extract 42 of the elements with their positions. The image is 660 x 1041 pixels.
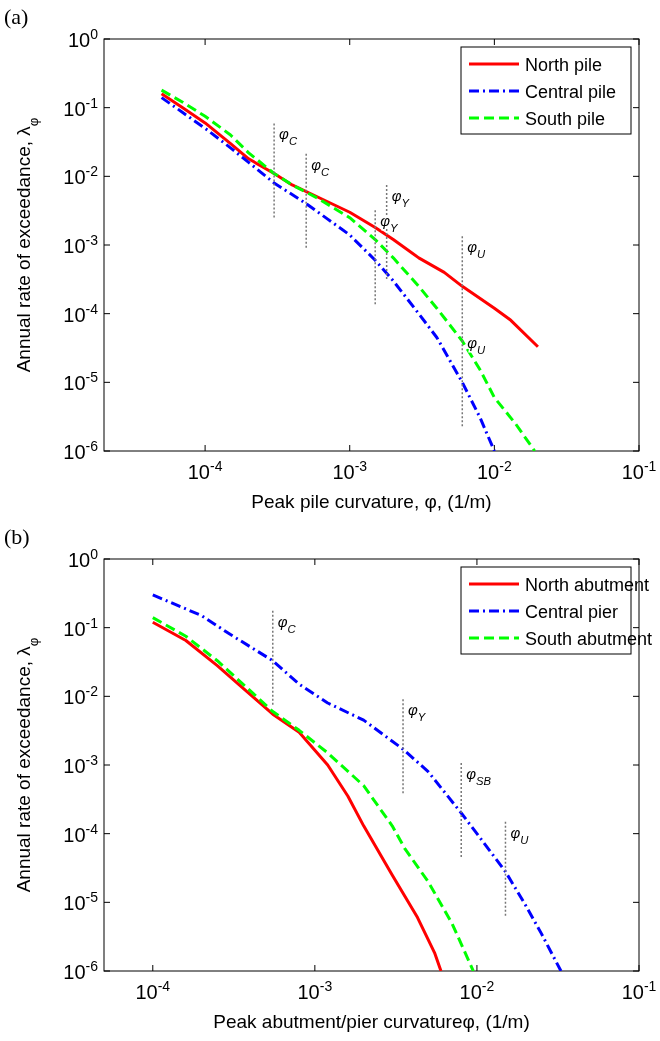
legend-label: Central pier <box>525 602 619 622</box>
annotation: φ$_{U}$ <box>467 238 487 261</box>
annotation: φ$_{Y}$ <box>408 701 427 724</box>
x-tick-label: 10$^{-4}$ <box>187 458 223 483</box>
x-tick-label: 10$^{-2}$ <box>459 978 495 1003</box>
y-tick-label: 10$^{-1}$ <box>63 94 99 120</box>
y-tick-label: 10$^{-5}$ <box>63 889 99 915</box>
x-tick-label: 10$^{-3}$ <box>332 458 368 483</box>
legend-label: North pile <box>525 55 603 75</box>
x-tick-label: 10$^{-1}$ <box>621 978 657 1003</box>
annotation: φ$_{U}$ <box>510 823 530 846</box>
legend-label: Central pile <box>525 82 617 102</box>
x-tick-label: 10$^{-1}$ <box>621 458 657 483</box>
x-tick-label: 10$^{-4}$ <box>135 978 171 1003</box>
annotation: φ$_{SB}$ <box>466 765 492 787</box>
y-tick-label: 10$^{0}$ <box>67 26 99 51</box>
annotation: φ$_{C}$ <box>277 612 297 635</box>
annotation: φ$_{U}$ <box>467 334 487 357</box>
annotation: φ$_{Y}$ <box>380 212 399 235</box>
x-axis-title: Peak abutment/pier curvatureφ, (1/m) <box>213 1011 530 1032</box>
y-tick-label: 10$^{-2}$ <box>63 683 99 709</box>
legend-label: North abutment <box>525 575 650 595</box>
y-tick-label: 10$^{-3}$ <box>63 232 99 257</box>
x-tick-label: 10$^{-2}$ <box>477 458 512 483</box>
legend-label: South pile <box>525 109 606 129</box>
x-tick-label: 10$^{-3}$ <box>297 978 333 1003</box>
y-tick-label: 10$^{-4}$ <box>63 820 99 846</box>
y-tick-label: 10$^{-1}$ <box>63 614 99 640</box>
chart-title: (b) <box>4 524 30 549</box>
annotation: φ$_{C}$ <box>311 155 330 178</box>
chart-title: (a) <box>4 4 29 29</box>
y-tick-label: 10$^{-6}$ <box>63 438 99 463</box>
x-axis-title: Peak pile curvature, φ, (1/m) <box>251 491 492 512</box>
annotation: φ$_{C}$ <box>279 125 298 148</box>
y-tick-label: 10$^{-5}$ <box>63 369 99 395</box>
annotation: φ$_{Y}$ <box>391 186 411 209</box>
y-tick-label: 10$^{-4}$ <box>63 300 99 326</box>
y-tick-label: 10$^{-6}$ <box>63 958 99 983</box>
legend-label: South abutment <box>525 629 653 649</box>
y-tick-label: 10$^{-2}$ <box>63 163 99 189</box>
y-tick-label: 10$^{-3}$ <box>63 752 99 777</box>
y-tick-label: 10$^{0}$ <box>67 546 99 571</box>
